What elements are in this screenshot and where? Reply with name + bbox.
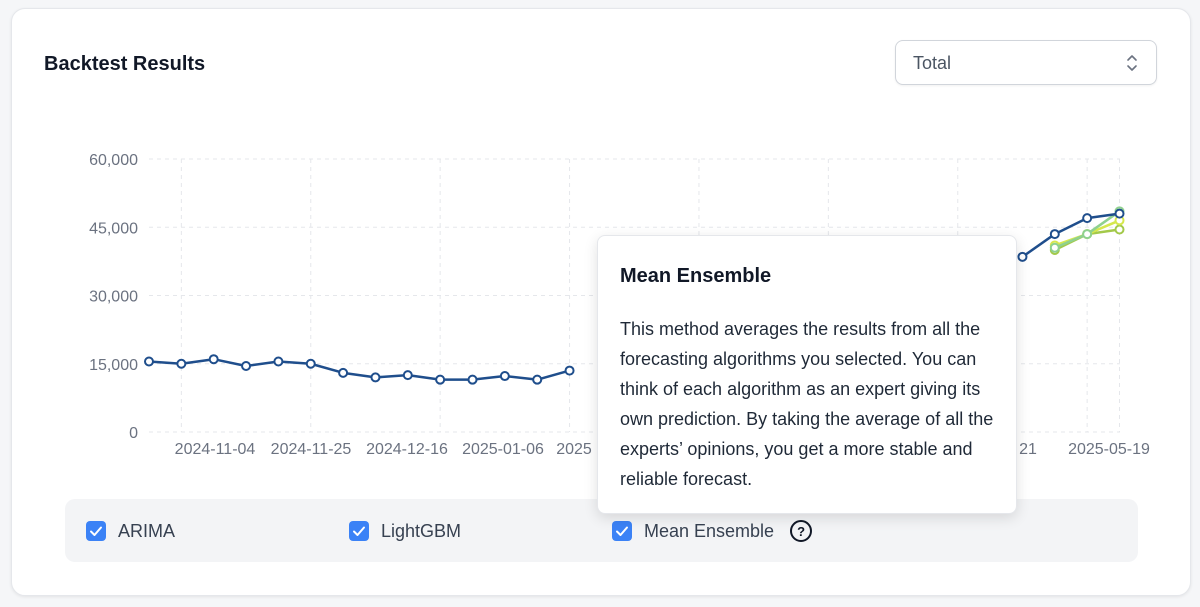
data-point-actual — [532, 374, 543, 385]
data-point-actual — [208, 354, 219, 365]
data-point-actual — [338, 367, 349, 378]
mean-ensemble-tooltip: Mean Ensemble This method averages the r… — [597, 235, 1017, 514]
check-icon — [616, 526, 628, 536]
legend-item-lightgbm[interactable]: LightGBM — [349, 520, 461, 542]
tooltip-title: Mean Ensemble — [620, 265, 772, 287]
y-tick-label: 15,000 — [89, 357, 138, 374]
y-tick-label: 0 — [129, 425, 138, 442]
data-point-actual — [273, 356, 284, 367]
y-tick-label: 45,000 — [89, 220, 138, 237]
x-tick-label: 2025-05-19 — [1068, 441, 1150, 458]
x-tick-label: 2025-01-06 — [462, 441, 544, 458]
data-point-actual — [564, 365, 575, 376]
data-point-actual — [1049, 229, 1060, 240]
checkbox-arima[interactable] — [86, 521, 106, 541]
checkbox-mean-ensemble[interactable] — [612, 521, 632, 541]
check-icon — [353, 526, 365, 536]
legend-label-arima: ARIMA — [118, 520, 176, 541]
data-point-actual — [370, 372, 381, 383]
help-icon[interactable]: ? — [790, 520, 813, 542]
data-point-actual — [1114, 208, 1125, 219]
data-point-mean-ensemble — [1049, 242, 1060, 253]
data-point-actual — [435, 374, 446, 385]
x-tick-label: 2025 — [556, 441, 592, 458]
aggregation-select[interactable]: Total — [895, 40, 1157, 85]
tooltip-body: This method averages the results from al… — [620, 319, 994, 489]
legend-label-lightgbm: LightGBM — [381, 520, 462, 541]
series-line-actual — [148, 357, 570, 381]
chevron-up-down-icon — [1127, 55, 1137, 71]
aggregation-select-value: Total — [913, 53, 952, 73]
data-point-arima — [1114, 224, 1125, 235]
data-point-actual — [176, 358, 187, 369]
data-point-actual — [1017, 251, 1028, 262]
legend-label-mean-ensemble: Mean Ensemble — [644, 520, 775, 541]
data-point-actual — [144, 356, 154, 367]
data-point-mean-ensemble — [1082, 229, 1093, 240]
checkbox-lightgbm[interactable] — [349, 521, 369, 541]
check-icon — [90, 526, 102, 536]
card-title: Backtest Results — [44, 53, 206, 75]
data-point-actual — [241, 361, 252, 372]
x-tick-label: 21 — [1019, 441, 1037, 458]
data-point-actual — [402, 370, 413, 381]
y-tick-label: 30,000 — [89, 289, 138, 306]
x-tick-label: 2024-11-25 — [271, 441, 352, 458]
data-point-actual — [1082, 213, 1093, 224]
data-point-actual — [467, 374, 478, 385]
backtest-card: Backtest Results Total 60,000 45,000 30,00… — [11, 8, 1191, 596]
legend-item-arima[interactable]: ARIMA — [86, 520, 175, 542]
x-tick-label: 2024-12-16 — [366, 441, 448, 458]
series-line-actual — [1021, 212, 1120, 258]
data-point-actual — [499, 371, 510, 382]
data-point-actual — [305, 358, 316, 369]
legend-item-mean-ensemble[interactable]: Mean Ensemble ? — [612, 520, 813, 542]
x-tick-label: 2024-11-04 — [175, 441, 256, 458]
y-tick-label: 60,000 — [89, 152, 138, 169]
